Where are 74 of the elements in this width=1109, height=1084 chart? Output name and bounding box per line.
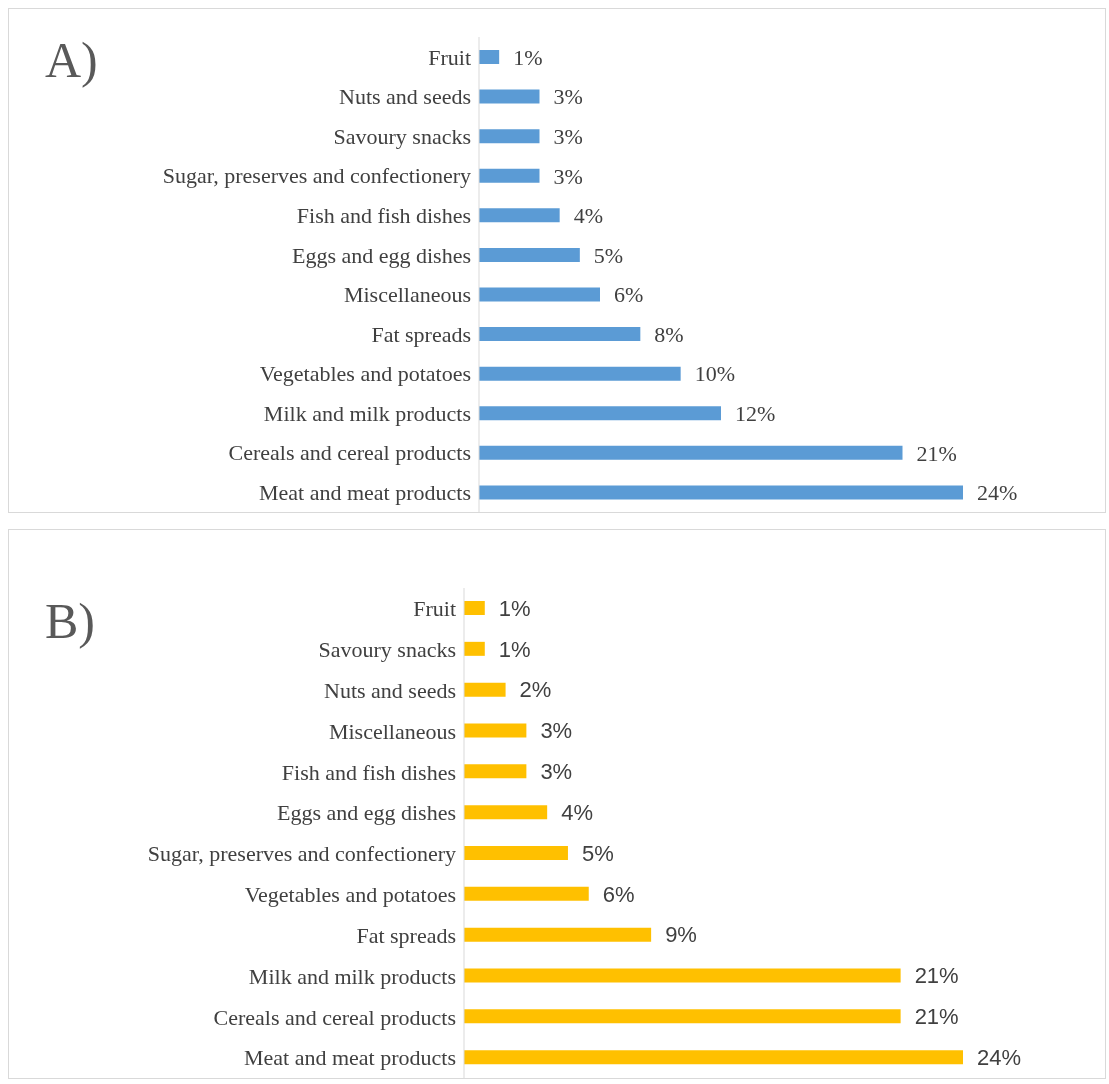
data-label: 8% (654, 321, 684, 347)
data-label: 12% (735, 401, 776, 427)
data-label: 3% (553, 163, 583, 189)
bar (464, 723, 527, 738)
data-label: 4% (561, 799, 593, 825)
chart-title: B) (45, 592, 95, 650)
y-tick-label: Sugar, preserves and confectionery (162, 163, 471, 189)
y-tick-label: Milk and milk products (263, 400, 471, 426)
data-label: 21% (916, 440, 957, 466)
y-tick-label: Savoury snacks (333, 123, 471, 149)
y-tick-label: Nuts and seeds (339, 84, 471, 110)
y-tick-label: Miscellaneous (328, 718, 456, 744)
data-label: 24% (977, 480, 1018, 506)
data-label: 3% (540, 759, 573, 785)
y-tick-label: Fruit (413, 596, 456, 622)
bar (479, 208, 560, 223)
data-label: 3% (553, 123, 583, 149)
data-label: 1% (498, 636, 531, 662)
bar (479, 406, 721, 421)
bar (464, 641, 485, 656)
y-tick-label: Nuts and seeds (324, 677, 456, 703)
y-tick-label: Fish and fish dishes (296, 202, 471, 228)
data-label: 1% (513, 44, 543, 70)
data-label: 3% (540, 718, 573, 744)
bar (479, 287, 600, 302)
bar (479, 327, 641, 342)
data-label: 21% (914, 1004, 959, 1030)
bar (464, 1050, 963, 1065)
y-tick-label: Cereals and cereal products (213, 1004, 456, 1030)
bar (464, 846, 568, 860)
bar (464, 886, 589, 901)
data-label: 6% (602, 881, 635, 907)
bar (464, 682, 506, 697)
bar (464, 927, 652, 942)
y-tick-label: Miscellaneous (343, 282, 471, 308)
bar (464, 764, 527, 779)
bar (479, 247, 580, 262)
bar (464, 805, 548, 820)
data-label: 2% (519, 677, 552, 703)
bar (464, 968, 901, 983)
y-tick-label: Sugar, preserves and confectionery (147, 841, 456, 867)
y-tick-label: Eggs and egg dishes (276, 800, 456, 826)
y-tick-label: Meat and meat products (259, 480, 471, 506)
data-label: 1% (498, 595, 531, 621)
bar (479, 366, 681, 381)
bar (479, 89, 540, 104)
data-label: 5% (593, 242, 624, 268)
y-tick-label: Savoury snacks (318, 637, 456, 663)
bar (464, 1009, 901, 1024)
y-tick-label: Milk and milk products (248, 963, 456, 989)
y-tick-label: Meat and meat products (244, 1045, 456, 1071)
bar (464, 601, 485, 615)
y-tick-label: Fat spreads (371, 321, 471, 347)
y-tick-label: Vegetables and potatoes (244, 882, 456, 908)
bar (479, 129, 540, 144)
y-tick-label: Fish and fish dishes (281, 759, 456, 785)
data-label: 5% (581, 840, 614, 866)
data-label: 21% (914, 963, 959, 989)
bar (479, 168, 540, 183)
data-label: 10% (694, 361, 735, 387)
bar (479, 485, 963, 500)
data-label: 24% (977, 1044, 1022, 1070)
y-tick-label: Eggs and egg dishes (291, 242, 471, 268)
bar (479, 50, 500, 64)
y-tick-label: Fruit (428, 44, 471, 70)
data-label: 6% (614, 282, 644, 308)
bar (479, 445, 903, 460)
y-tick-label: Fat spreads (356, 922, 456, 948)
y-tick-label: Cereals and cereal products (228, 440, 471, 466)
data-label: 4% (573, 203, 603, 229)
text: A) (45, 31, 98, 89)
data-label: 3% (553, 84, 583, 110)
data-label: 9% (665, 922, 697, 948)
y-tick-label: Vegetables and potatoes (259, 361, 471, 387)
